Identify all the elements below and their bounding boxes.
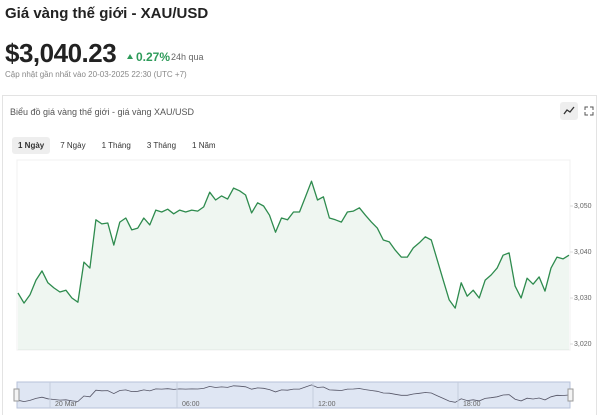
chart-card [2,95,597,415]
expand-glyph [584,106,594,116]
price-line [17,180,570,309]
tab[interactable]: 1 Tháng [101,141,131,150]
tab[interactable]: 3 Tháng [146,141,177,150]
line-icon[interactable] [560,102,578,120]
line-icon-glyph [563,106,575,115]
area [18,181,569,350]
y-tick-label: 3,030 [574,295,592,302]
expand-icon[interactable] [580,102,598,120]
navigator-line [17,384,570,403]
page-title: Giá vàng thế giới - XAU/USD [5,5,209,22]
nav-handle [13,388,20,402]
tab[interactable]: 1 Ngày [12,137,51,154]
tab[interactable]: 7 Ngày [60,141,86,150]
y-tick-label: 3,020 [574,341,592,348]
up-arrow [127,54,133,59]
y-tick-label: 3,050 [574,203,592,210]
plot-area [16,159,571,351]
navigator-label: 20 Mar [55,401,77,408]
change-value: 0.27% [136,50,171,64]
y-tick-label: 3,040 [574,249,592,256]
navigator-label: 12:00 [318,401,336,408]
card-title: Biểu đồ giá vàng thế giới - giá vàng XAU… [10,107,195,117]
period: 24h qua [171,52,204,62]
navigator-label: 06:00 [182,401,200,408]
tabs: 1 Ngày 7 Ngày 1 Tháng 3 Tháng 1 Năm [12,137,222,154]
price: $3,040.23 [5,38,117,68]
navigator-label: 18:00 [463,401,481,408]
updated: Cập nhật gần nhất vào 20-03-2025 22:30 (… [5,70,187,79]
nav-handle [567,388,574,402]
change: 0.27% [127,50,170,64]
navigator [16,381,571,409]
tab[interactable]: 1 Năm [192,141,216,150]
